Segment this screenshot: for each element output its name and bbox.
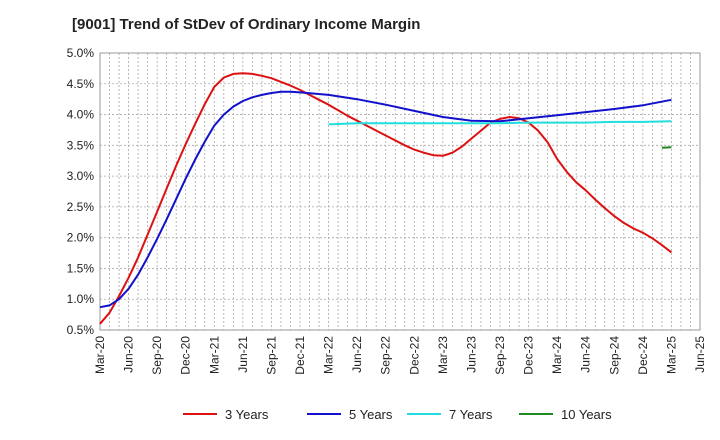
x-tick-label: Jun-23 bbox=[464, 336, 478, 373]
x-tick-label: Mar-23 bbox=[436, 336, 450, 374]
x-tick-label: Dec-24 bbox=[636, 336, 650, 375]
x-tick-label: Dec-21 bbox=[293, 336, 307, 375]
legend-label: 7 Years bbox=[449, 407, 493, 422]
x-tick-label: Sep-20 bbox=[150, 336, 164, 375]
x-tick-label: Jun-20 bbox=[122, 336, 136, 373]
y-tick-label: 0.5% bbox=[67, 323, 95, 337]
y-tick-label: 2.5% bbox=[67, 200, 95, 214]
x-tick-label: Sep-23 bbox=[493, 336, 507, 375]
x-tick-label: Sep-22 bbox=[379, 336, 393, 375]
x-tick-label: Jun-25 bbox=[693, 336, 707, 373]
x-tick-label: Dec-20 bbox=[179, 336, 193, 375]
legend: 3 Years 5 Years 7 Years 10 Years bbox=[183, 407, 612, 422]
y-tick-label: 2.0% bbox=[67, 231, 95, 245]
legend-label: 5 Years bbox=[349, 407, 393, 422]
x-tick-label: Mar-22 bbox=[322, 336, 336, 374]
y-tick-label: 1.0% bbox=[67, 292, 95, 306]
y-tick-label: 4.5% bbox=[67, 77, 95, 91]
plot-frame bbox=[99, 52, 701, 331]
x-axis: Mar-20 Jun-20 Sep-20 Dec-20 Mar-21 Jun-21 Sep-… bbox=[93, 336, 707, 375]
y-tick-label: 1.5% bbox=[67, 261, 95, 275]
series-line-10-years bbox=[661, 146, 672, 149]
legend-label: 3 Years bbox=[225, 407, 269, 422]
chart-title: [9001] Trend of StDev of Ordinary Income… bbox=[72, 16, 420, 33]
x-tick-label: Jun-24 bbox=[579, 336, 593, 373]
legend-label: 10 Years bbox=[561, 407, 612, 422]
x-tick-label: Sep-24 bbox=[607, 336, 621, 375]
series-group bbox=[99, 72, 673, 325]
x-tick-label: Mar-21 bbox=[207, 336, 221, 374]
x-tick-label: Mar-24 bbox=[550, 336, 564, 374]
x-tick-label: Sep-21 bbox=[264, 336, 278, 375]
x-tick-label: Jun-21 bbox=[236, 336, 250, 373]
y-tick-label: 3.0% bbox=[67, 169, 95, 183]
x-tick-label: Jun-22 bbox=[350, 336, 364, 373]
series-line-7-years bbox=[328, 120, 672, 126]
x-tick-label: Dec-23 bbox=[522, 336, 536, 375]
y-axis: 0.5% 1.0% 1.5% 2.0% 2.5% 3.0% 3.5% 4.0% 4.5% 5.0% bbox=[67, 46, 95, 337]
series-line-3-years bbox=[99, 72, 673, 325]
x-tick-label: Dec-22 bbox=[407, 336, 421, 375]
series-line-5-years bbox=[99, 90, 672, 309]
y-tick-label: 3.5% bbox=[67, 138, 95, 152]
x-tick-label: Mar-20 bbox=[93, 336, 107, 374]
grid bbox=[100, 53, 700, 330]
x-tick-label: Mar-25 bbox=[664, 336, 678, 374]
y-tick-label: 4.0% bbox=[67, 108, 95, 122]
y-tick-label: 5.0% bbox=[67, 46, 95, 60]
